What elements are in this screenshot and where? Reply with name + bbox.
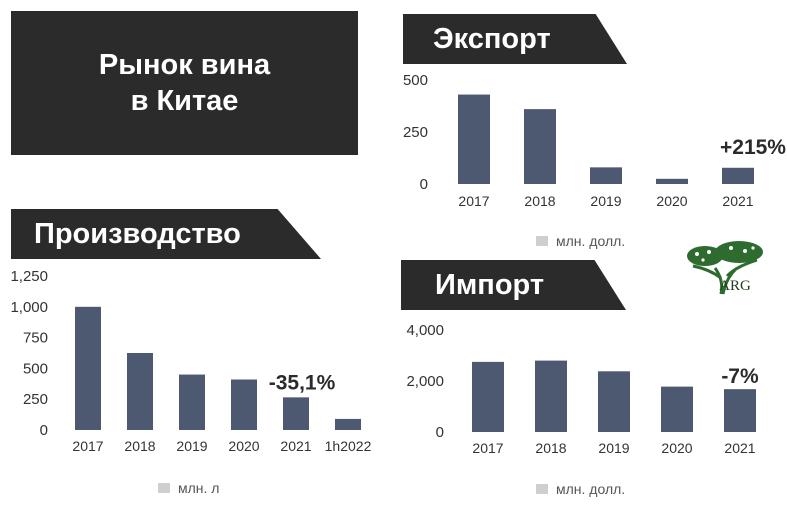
- production-legend-swatch: [158, 483, 170, 493]
- production-ytick-label: 250: [23, 391, 48, 408]
- production-category-label: 2019: [176, 438, 207, 454]
- import-bar: [598, 371, 630, 432]
- export-bar: [722, 167, 754, 184]
- import-ytick-label: 2,000: [406, 373, 444, 390]
- export-category-label: 2020: [656, 193, 687, 209]
- import-bar: [661, 386, 693, 432]
- production-category-label: 2017: [72, 438, 103, 454]
- import-category-label: 2018: [535, 440, 566, 456]
- production-category-label: 2020: [228, 438, 259, 454]
- tree-foliage-right-icon: [715, 241, 763, 263]
- tree-foliage-left-icon: [687, 246, 723, 266]
- production-bar: [335, 418, 361, 430]
- main-title-line1: Рынок вина: [98, 49, 271, 81]
- import-banner: Импорт: [401, 260, 626, 310]
- export-legend-swatch: [536, 236, 548, 246]
- logo-text: ARG: [719, 278, 751, 294]
- import-category-label: 2021: [724, 440, 755, 456]
- production-category-label: 1h2022: [325, 438, 372, 454]
- production-title: Производство: [34, 217, 241, 250]
- production-change-annotation: -35,1%: [269, 371, 336, 394]
- export-bar: [656, 178, 688, 184]
- import-bar: [472, 361, 504, 432]
- export-bar: [458, 94, 490, 184]
- import-ytick-label: 0: [436, 424, 444, 441]
- export-change-annotation: +215%: [720, 136, 786, 159]
- production-bar: [231, 379, 257, 430]
- export-ytick-label: 0: [420, 176, 428, 193]
- import-legend: млн. долл.: [536, 481, 625, 497]
- main-title: Рынок вина в Китае: [11, 11, 358, 155]
- import-change-annotation: -7%: [721, 365, 759, 388]
- export-legend: млн. долл.: [536, 233, 625, 249]
- arg-logo: ARG: [687, 241, 763, 295]
- production-ytick-label: 750: [23, 330, 48, 347]
- production-ytick-label: 500: [23, 360, 48, 377]
- export-category-label: 2021: [722, 193, 753, 209]
- production-bar: [75, 306, 101, 430]
- import-title: Импорт: [435, 268, 545, 301]
- production-category-label: 2018: [124, 438, 155, 454]
- import-category-label: 2017: [472, 440, 503, 456]
- import-ytick-label: 4,000: [406, 322, 444, 339]
- production-ytick-label: 1,000: [10, 299, 48, 316]
- export-ytick-label: 250: [403, 124, 428, 141]
- production-banner: Производство: [11, 209, 321, 259]
- export-category-label: 2017: [458, 193, 489, 209]
- import-bar: [535, 360, 567, 432]
- tree-trunk-icon: [692, 258, 758, 295]
- main-title-line2: в Китае: [130, 85, 239, 117]
- export-bar: [524, 109, 556, 184]
- production-ytick-label: 0: [40, 422, 48, 439]
- export-ytick-label: 500: [403, 72, 428, 89]
- export-legend-label: млн. долл.: [556, 233, 626, 249]
- production-bar: [179, 374, 205, 430]
- export-category-label: 2018: [524, 193, 555, 209]
- export-category-label: 2019: [590, 193, 621, 209]
- import-legend-label: млн. долл.: [556, 481, 626, 497]
- export-bar: [590, 167, 622, 184]
- production-category-label: 2021: [280, 438, 311, 454]
- production-legend: млн. л: [158, 480, 219, 496]
- export-banner: Экспорт: [403, 14, 627, 64]
- production-ytick-label: 1,250: [10, 268, 48, 285]
- import-legend-swatch: [536, 484, 548, 494]
- import-category-label: 2020: [661, 440, 692, 456]
- import-bar: [724, 389, 756, 432]
- production-bar: [127, 353, 153, 430]
- export-title: Экспорт: [433, 22, 551, 55]
- production-legend-label: млн. л: [178, 480, 220, 496]
- production-bar: [283, 397, 309, 430]
- import-category-label: 2019: [598, 440, 629, 456]
